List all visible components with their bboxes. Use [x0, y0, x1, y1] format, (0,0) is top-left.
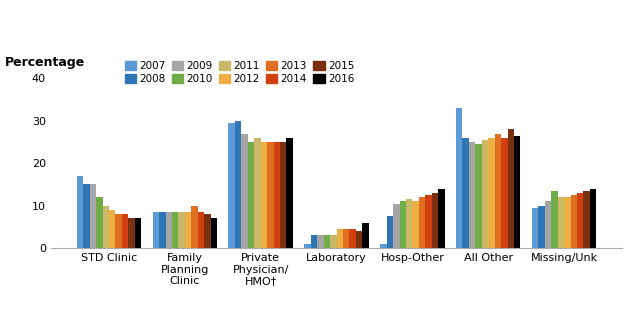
Bar: [456, 108, 462, 248]
Bar: [330, 235, 337, 248]
Bar: [399, 201, 406, 248]
Bar: [116, 214, 122, 248]
Bar: [96, 197, 103, 248]
Bar: [261, 142, 267, 248]
Bar: [343, 229, 349, 248]
Bar: [495, 134, 501, 248]
Bar: [197, 212, 204, 248]
Bar: [109, 210, 116, 248]
Bar: [185, 212, 191, 248]
Bar: [469, 142, 476, 248]
Bar: [558, 197, 564, 248]
Bar: [166, 212, 172, 248]
Bar: [159, 212, 166, 248]
Bar: [135, 218, 141, 248]
Bar: [462, 138, 469, 248]
Bar: [356, 231, 363, 248]
Bar: [412, 201, 419, 248]
Bar: [122, 214, 128, 248]
Bar: [286, 138, 293, 248]
Bar: [191, 206, 197, 248]
Bar: [380, 244, 387, 248]
Bar: [311, 235, 318, 248]
Bar: [254, 138, 261, 248]
Bar: [564, 197, 570, 248]
Bar: [324, 235, 330, 248]
Bar: [211, 218, 217, 248]
Bar: [501, 138, 507, 248]
Bar: [267, 142, 274, 248]
Bar: [538, 206, 545, 248]
Bar: [178, 212, 185, 248]
Bar: [590, 189, 596, 248]
Bar: [419, 197, 425, 248]
Bar: [77, 176, 83, 248]
Bar: [349, 229, 356, 248]
Bar: [280, 142, 286, 248]
Bar: [248, 142, 254, 248]
Bar: [90, 184, 96, 248]
Bar: [128, 218, 135, 248]
Bar: [425, 195, 432, 248]
Bar: [387, 216, 393, 248]
Legend: 2007, 2008, 2009, 2010, 2011, 2012, 2013, 2014, 2015, 2016: 2007, 2008, 2009, 2010, 2011, 2012, 2013…: [124, 61, 354, 84]
Bar: [532, 208, 538, 248]
Bar: [229, 123, 235, 248]
Bar: [103, 206, 109, 248]
Bar: [432, 193, 438, 248]
Bar: [172, 212, 178, 248]
Bar: [337, 229, 343, 248]
Bar: [318, 235, 324, 248]
Bar: [570, 195, 577, 248]
Bar: [363, 223, 369, 248]
Bar: [304, 244, 311, 248]
Bar: [482, 140, 488, 248]
Bar: [235, 121, 241, 248]
Bar: [488, 138, 495, 248]
Bar: [438, 189, 444, 248]
Bar: [476, 144, 482, 248]
Bar: [514, 136, 521, 248]
Bar: [584, 191, 590, 248]
Bar: [152, 212, 159, 248]
Bar: [551, 191, 558, 248]
Bar: [406, 199, 412, 248]
Bar: [83, 184, 90, 248]
Bar: [204, 214, 211, 248]
Bar: [241, 134, 248, 248]
Bar: [507, 129, 514, 248]
Text: Percentage: Percentage: [5, 56, 85, 69]
Bar: [545, 201, 551, 248]
Bar: [274, 142, 280, 248]
Bar: [577, 193, 584, 248]
Bar: [393, 204, 399, 248]
